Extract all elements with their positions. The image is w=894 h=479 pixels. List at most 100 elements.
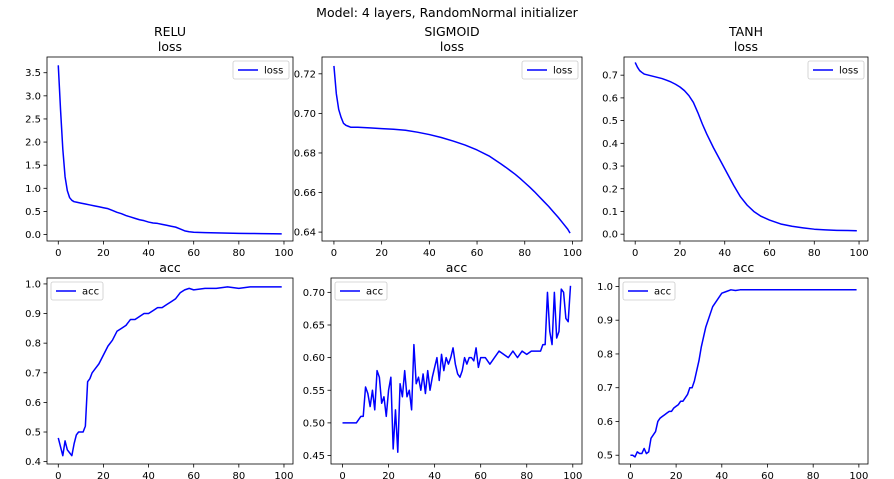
- relu-loss-ytick-label: 1.5: [25, 161, 41, 172]
- relu-loss-xtick-label: 80: [232, 248, 245, 259]
- tanh-loss-title-line: loss: [734, 39, 758, 54]
- tanh-loss-ytick-label: 0.3: [602, 162, 618, 173]
- sigmoid-loss-ytick-label: 0.70: [294, 109, 316, 120]
- relu-loss-ytick-label: 1.0: [25, 184, 41, 195]
- tanh-acc-title-line: acc: [733, 260, 755, 275]
- tanh-acc-ytick-label: 1.0: [597, 282, 613, 293]
- tanh-loss-title-line: TANH: [728, 24, 763, 39]
- relu-loss-ytick-label: 3.0: [25, 91, 41, 102]
- sigmoid-acc-xtick-label: 40: [428, 471, 441, 479]
- tanh-loss-xtick-label: 0: [632, 248, 638, 259]
- tanh-loss-xtick-label: 100: [849, 248, 868, 259]
- tanh-loss-xtick-label: 20: [674, 248, 687, 259]
- tanh-acc-xtick-label: 40: [715, 471, 728, 479]
- tanh-loss-ytick-label: 0.4: [602, 139, 618, 150]
- relu-acc-ytick-label: 0.5: [25, 428, 41, 439]
- relu-loss-xtick-label: 20: [97, 248, 110, 259]
- relu-loss-xtick-label: 0: [55, 248, 61, 259]
- relu-acc-ytick-label: 0.7: [25, 368, 41, 379]
- tanh-loss-xtick-label: 80: [808, 248, 821, 259]
- relu-acc-xtick-label: 20: [97, 471, 110, 479]
- relu-loss-legend-label: loss: [264, 66, 283, 77]
- sigmoid-acc-series-line: [342, 285, 572, 453]
- sigmoid-acc-legend-label: acc: [366, 287, 383, 298]
- sigmoid-loss-xtick-label: 20: [375, 248, 388, 259]
- sigmoid-loss-series-line: [333, 65, 571, 234]
- relu-loss-title-line: RELU: [154, 24, 186, 39]
- tanh-acc-frame: [618, 277, 869, 465]
- sigmoid-loss-ytick-label: 0.68: [294, 148, 316, 159]
- sigmoid-loss-xtick-label: 60: [471, 248, 484, 259]
- relu-acc-legend-box: [50, 281, 104, 301]
- sigmoid-acc-xtick-label: 100: [563, 471, 582, 479]
- sigmoid-loss-frame: [321, 56, 583, 242]
- tanh-loss-ytick-label: 0.2: [602, 184, 618, 195]
- sigmoid-loss-title-line: SIGMOID: [424, 24, 479, 39]
- relu-loss-ytick-label: 0.0: [25, 230, 41, 241]
- relu-acc-ytick-label: 0.6: [25, 398, 41, 409]
- sigmoid-loss-ytick-label: 0.72: [294, 69, 316, 80]
- sigmoid-acc-ytick-label: 0.60: [303, 353, 325, 364]
- relu-loss-legend-box: [232, 60, 290, 80]
- tanh-acc-ytick-label: 0.8: [597, 349, 613, 360]
- sigmoid-acc-ytick-label: 0.50: [303, 418, 325, 429]
- tanh-acc-xtick-label: 80: [807, 471, 820, 479]
- relu-acc-legend: acc: [50, 281, 104, 301]
- tanh-loss-ytick-label: 0.1: [602, 207, 618, 218]
- sigmoid-acc-frame: [330, 277, 583, 465]
- relu-loss-xtick-label: 40: [142, 248, 155, 259]
- sigmoid-acc-xtick-label: 0: [339, 471, 345, 479]
- relu-loss-frame: [46, 56, 294, 242]
- sigmoid-loss-title-line: loss: [440, 39, 464, 54]
- sigmoid-loss-ytick-label: 0.64: [294, 228, 316, 239]
- relu-acc-ytick-label: 1.0: [25, 279, 41, 290]
- relu-loss-ytick-label: 2.0: [25, 138, 41, 149]
- relu-acc-legend-label: acc: [82, 287, 99, 298]
- relu-acc-xtick-label: 60: [187, 471, 200, 479]
- tanh-loss-ytick-label: 0.5: [602, 116, 618, 127]
- sigmoid-acc-xtick-label: 20: [382, 471, 395, 479]
- sigmoid-loss-legend-label: loss: [553, 66, 572, 77]
- relu-loss-series-line: [57, 65, 282, 235]
- relu-loss-ytick-label: 2.5: [25, 114, 41, 125]
- tanh-acc-ytick-label: 0.5: [597, 451, 613, 462]
- sigmoid-loss-xtick-label: 80: [518, 248, 531, 259]
- sigmoid-acc-xtick-label: 80: [520, 471, 533, 479]
- sigmoid-loss-legend-box: [521, 60, 579, 80]
- relu-acc-axes: acc 0 20 40 60 80 100 0.4 0.5 0.6 0.7 0.8 0.9 1.0 acc: [25, 260, 293, 479]
- sigmoid-loss-xtick-label: 0: [331, 248, 337, 259]
- relu-loss-xtick-label: 100: [274, 248, 293, 259]
- sigmoid-acc-ytick-label: 0.70: [303, 288, 325, 299]
- tanh-acc-ytick-label: 0.7: [597, 383, 613, 394]
- tanh-acc-xtick-label: 60: [761, 471, 774, 479]
- figure-suptitle: Model: 4 layers, RandomNormal initialize…: [316, 5, 579, 20]
- sigmoid-acc-xtick-label: 60: [474, 471, 487, 479]
- sigmoid-acc-title-line: acc: [446, 260, 468, 275]
- tanh-acc-xtick-label: 0: [627, 471, 633, 479]
- tanh-loss-legend-label: loss: [839, 66, 858, 77]
- relu-loss-ytick-label: 3.5: [25, 68, 41, 79]
- relu-acc-xtick-label: 100: [274, 471, 293, 479]
- tanh-acc-axes: acc 0 20 40 60 80 100 0.5 0.6 0.7 0.8 0.9 1.0 acc: [597, 260, 868, 479]
- tanh-loss-ytick-label: 0.0: [602, 230, 618, 241]
- relu-acc-title-line: acc: [159, 260, 181, 275]
- relu-acc-ytick-label: 0.4: [25, 457, 41, 468]
- sigmoid-loss-ytick-label: 0.66: [294, 188, 316, 199]
- sigmoid-acc-legend-box: [334, 281, 388, 301]
- tanh-acc-legend-box: [622, 281, 676, 301]
- sigmoid-loss-legend: loss: [521, 60, 579, 80]
- relu-acc-xtick-label: 40: [142, 471, 155, 479]
- relu-acc-series-line: [57, 286, 282, 457]
- sigmoid-acc-ytick-label: 0.45: [303, 451, 325, 462]
- relu-loss-ytick-label: 0.5: [25, 207, 41, 218]
- sigmoid-loss-xtick-label: 100: [563, 248, 582, 259]
- sigmoid-acc-ytick-label: 0.55: [303, 386, 325, 397]
- relu-acc-ytick-label: 0.9: [25, 309, 41, 320]
- relu-acc-ytick-label: 0.8: [25, 339, 41, 350]
- sigmoid-acc-ytick-label: 0.65: [303, 320, 325, 331]
- tanh-loss-legend-box: [807, 60, 865, 80]
- tanh-loss-frame: [623, 56, 869, 242]
